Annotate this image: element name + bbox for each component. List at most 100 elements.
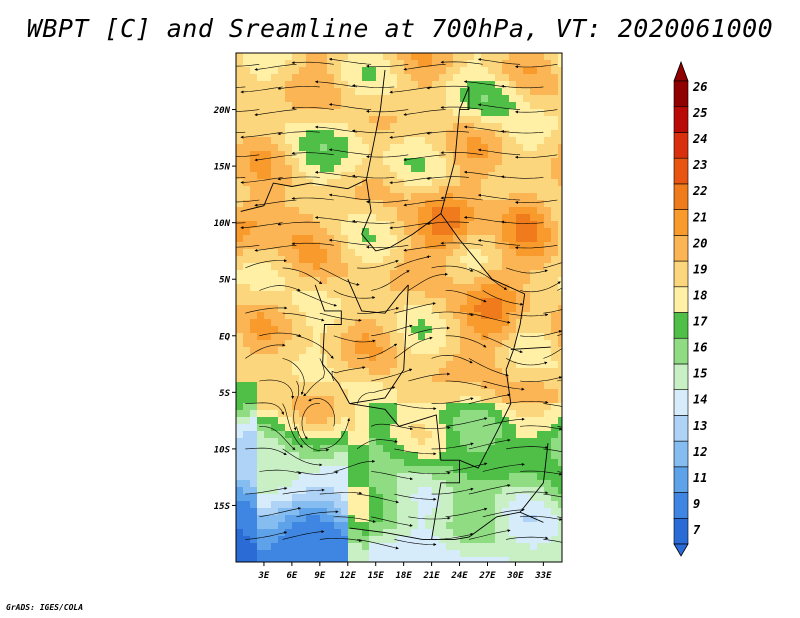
field-cell: [453, 438, 461, 446]
field-cell: [530, 130, 538, 138]
field-cell: [250, 361, 258, 369]
field-cell: [299, 291, 307, 299]
field-cell: [355, 130, 363, 138]
field-cell: [516, 305, 524, 313]
field-cell: [390, 424, 398, 432]
field-cell: [334, 501, 342, 509]
field-cell: [292, 200, 300, 208]
field-cell: [257, 95, 265, 103]
field-cell: [397, 123, 405, 131]
field-cell: [467, 74, 475, 82]
field-cell: [397, 53, 405, 61]
field-cell: [278, 354, 286, 362]
field-cell: [488, 298, 496, 306]
field-cell: [348, 410, 356, 418]
field-cell: [383, 389, 391, 397]
field-cell: [243, 536, 251, 544]
field-cell: [425, 319, 433, 327]
field-cell: [432, 249, 440, 257]
field-cell: [236, 536, 244, 544]
field-cell: [425, 445, 433, 453]
field-cell: [411, 67, 419, 75]
field-cell: [355, 270, 363, 278]
field-cell: [348, 291, 356, 299]
field-cell: [390, 312, 398, 320]
field-cell: [341, 151, 349, 159]
field-cell: [306, 298, 314, 306]
field-cell: [264, 179, 272, 187]
field-cell: [467, 67, 475, 75]
field-cell: [306, 137, 314, 145]
field-cell: [474, 165, 482, 173]
field-cell: [264, 277, 272, 285]
field-cell: [285, 501, 293, 509]
field-cell: [495, 158, 503, 166]
field-cell: [397, 235, 405, 243]
field-cell: [243, 200, 251, 208]
field-cell: [432, 165, 440, 173]
field-cell: [369, 81, 377, 89]
field-cell: [362, 466, 370, 474]
field-cell: [397, 221, 405, 229]
field-cell: [425, 200, 433, 208]
field-cell: [439, 305, 447, 313]
field-cell: [558, 228, 562, 236]
field-cell: [278, 361, 286, 369]
field-cell: [411, 473, 419, 481]
field-cell: [271, 375, 279, 383]
field-cell: [306, 88, 314, 96]
field-cell: [551, 536, 559, 544]
field-cell: [474, 263, 482, 271]
field-cell: [432, 207, 440, 215]
field-cell: [292, 396, 300, 404]
field-cell: [243, 494, 251, 502]
field-cell: [537, 214, 545, 222]
field-cell: [453, 291, 461, 299]
field-cell: [446, 137, 454, 145]
field-cell: [334, 53, 342, 61]
field-cell: [397, 298, 405, 306]
field-cell: [362, 473, 370, 481]
field-cell: [474, 53, 482, 61]
field-cell: [369, 403, 377, 411]
field-cell: [495, 417, 503, 425]
colorbar-arrow-bottom: [673, 543, 689, 557]
field-cell: [418, 529, 426, 537]
field-cell: [348, 256, 356, 264]
field-cell: [327, 186, 335, 194]
field-cell: [292, 88, 300, 96]
field-cell: [495, 494, 503, 502]
field-cell: [502, 536, 510, 544]
x-tick-label: 9E: [314, 571, 325, 581]
field-cell: [278, 102, 286, 110]
field-cell: [516, 186, 524, 194]
streamline: [408, 326, 450, 337]
field-cell: [264, 403, 272, 411]
field-cell: [313, 235, 321, 243]
field-cell: [264, 431, 272, 439]
field-cell: [432, 522, 440, 530]
field-cell: [460, 284, 468, 292]
colorbar-segment: [673, 80, 689, 108]
field-cell: [446, 158, 454, 166]
field-cell: [250, 508, 258, 516]
field-cell: [397, 529, 405, 537]
streamline: [259, 469, 302, 475]
field-cell: [285, 466, 293, 474]
field-cell: [390, 536, 398, 544]
streamline: [389, 131, 432, 139]
field-cell: [264, 459, 272, 467]
field-cell: [446, 466, 454, 474]
field-cell: [299, 200, 307, 208]
field-cell: [481, 116, 489, 124]
field-cell: [250, 151, 258, 159]
field-cell: [369, 95, 377, 103]
field-cell: [460, 102, 468, 110]
field-cell: [530, 53, 538, 61]
field-cell: [530, 137, 538, 145]
field-cell: [285, 179, 293, 187]
field-cell: [488, 501, 496, 509]
field-cell: [537, 137, 545, 145]
field-cell: [502, 53, 510, 61]
streamline: [236, 109, 260, 112]
